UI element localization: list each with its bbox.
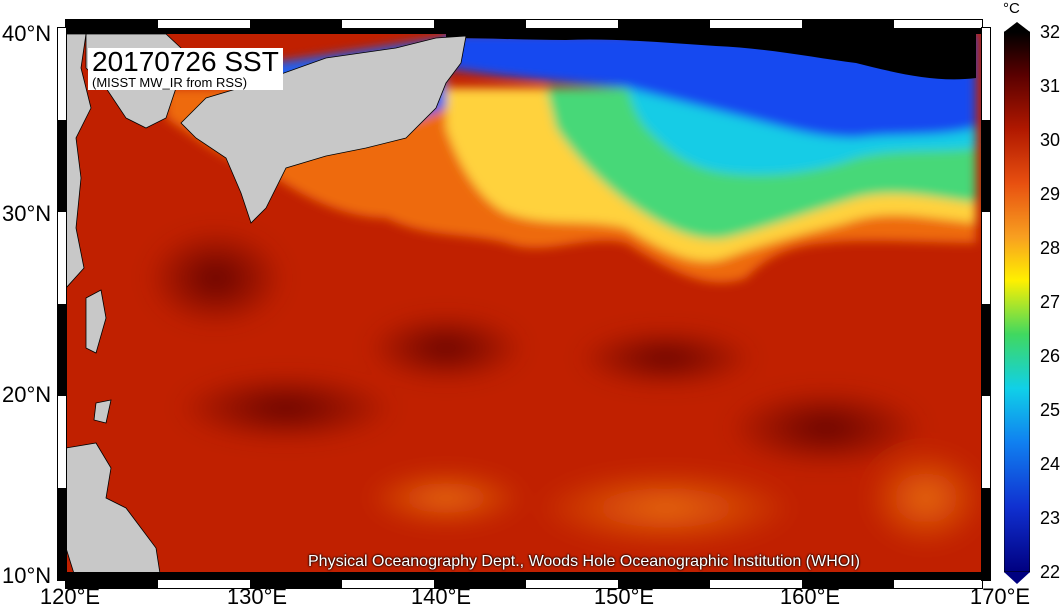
sst-orange-spot-1 <box>536 468 796 548</box>
colorbar-top-arrow <box>1004 22 1030 32</box>
sst-map <box>65 28 986 581</box>
title-box: 20170726 SST (MISST MW_IR from RSS) <box>88 48 283 90</box>
land-japan <box>180 35 467 224</box>
lon-label-120e: 120°E <box>39 584 101 609</box>
no-data-bottom-strip <box>66 572 982 580</box>
land-philippines-north <box>93 399 112 424</box>
sst-hot-spot-2 <box>366 313 526 383</box>
no-data-top <box>446 33 976 80</box>
colorbar-tick-23: 23 <box>1040 508 1061 528</box>
lon-label-170e: 170°E <box>969 584 1031 609</box>
credit-text: Physical Oceanography Dept., Woods Hole … <box>308 553 860 570</box>
lat-label-40n: 40°N <box>2 21 52 46</box>
colorbar-tick-32: 32 <box>1040 22 1061 42</box>
map-subtitle: (MISST MW_IR from RSS) <box>92 75 248 90</box>
lat-label-20n: 20°N <box>2 382 52 407</box>
land-china-coast <box>65 33 92 290</box>
colorbar-tick-31: 31 <box>1040 76 1061 96</box>
lat-label-10n: 10°N <box>2 563 52 588</box>
colorbar-tick-27: 27 <box>1040 292 1061 312</box>
map-frame <box>66 28 982 580</box>
colorbar-tick-28: 28 <box>1040 238 1061 258</box>
no-data-top-strip <box>66 28 982 34</box>
colorbar-tick-24: 24 <box>1040 454 1061 474</box>
colorbar-tick-26: 26 <box>1040 346 1061 366</box>
colorbar-tick-22: 22 <box>1040 562 1061 582</box>
colorbar-bottom-arrow <box>1004 572 1030 584</box>
sst-hot-spot-3 <box>576 328 756 388</box>
colorbar-tick-30: 30 <box>1040 130 1061 150</box>
sst-orange-spot-2 <box>866 448 986 548</box>
land-philippines <box>65 442 162 581</box>
land-taiwan <box>85 289 107 354</box>
sst-orange-spot-3 <box>366 468 526 528</box>
colorbar-tick-29: 29 <box>1040 184 1061 204</box>
colorbar-tick-25: 25 <box>1040 400 1061 420</box>
sst-field <box>65 28 986 581</box>
sst-hot-spot-4 <box>146 228 286 328</box>
lat-label-30n: 30°N <box>2 201 52 226</box>
colorbar <box>1003 22 1031 610</box>
lon-label-130e: 130°E <box>226 584 288 609</box>
sst-hot-spot-1 <box>176 373 396 443</box>
colorbar-gradient <box>1003 31 1031 573</box>
lon-label-160e: 160°E <box>779 584 841 609</box>
lon-label-150e: 150°E <box>593 584 655 609</box>
colorbar-unit: °C <box>1003 0 1020 17</box>
sst-hot-spot-5 <box>726 388 926 468</box>
lon-label-140e: 140°E <box>410 584 472 609</box>
map-title: 20170726 SST <box>92 46 279 77</box>
